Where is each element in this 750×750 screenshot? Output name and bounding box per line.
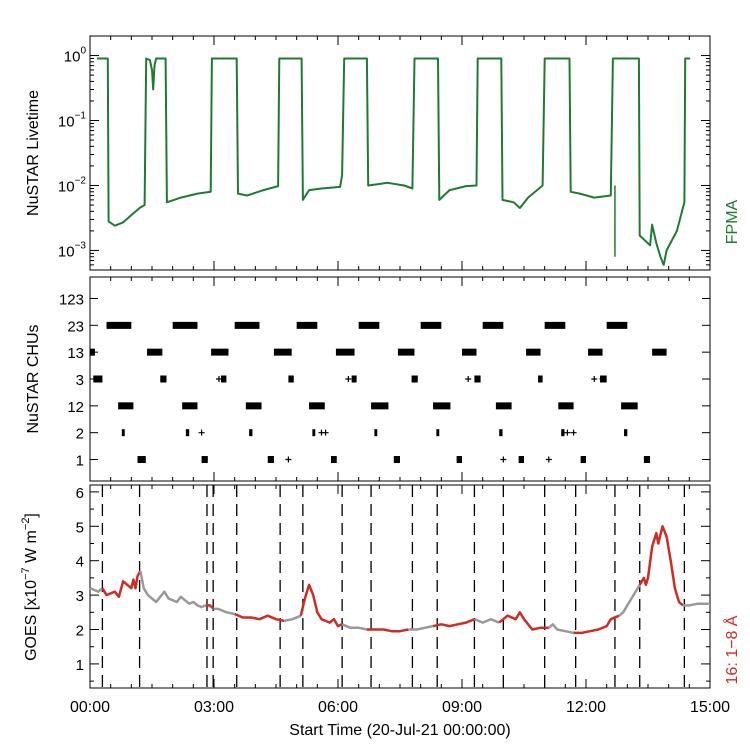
y-tick-label: 3	[76, 588, 84, 605]
chu-category-label: 13	[67, 345, 84, 362]
goes-channel-label: 16: 1−8 Å	[722, 615, 741, 684]
x-tick-labels: 00:00 03:00 06:00 09:00 12:00 15:00	[70, 699, 730, 716]
goes-ylabel-exp2: −2	[20, 518, 32, 531]
chu-plus-marker	[564, 429, 571, 436]
livetime-plot	[97, 57, 691, 266]
chu-plus-marker	[570, 429, 577, 436]
chu-category-label: 2	[76, 426, 84, 443]
chu-plus-marker	[500, 456, 507, 463]
goes-grey-segment	[214, 607, 235, 616]
chu-ylabel: NuSTAR CHUs	[25, 324, 42, 433]
goes-grey-segment	[547, 623, 574, 635]
y-tick-label: 6	[76, 485, 84, 502]
chu-frame	[89, 276, 711, 482]
goes-frame	[89, 484, 711, 689]
chu-plus-marker	[545, 456, 552, 463]
goes-red-segment	[101, 570, 142, 599]
goes-grey-segment	[284, 614, 302, 623]
goes-grey-segment	[683, 602, 710, 607]
y-tick-label: 1	[76, 657, 84, 674]
goes-red-segment	[573, 614, 620, 635]
goes-y-ticks: 1 2 3 4 5 6	[76, 485, 710, 682]
chu-plus-marker	[322, 429, 329, 436]
goes-panel: 1 2 3 4 5 6 GOES [x10−7 W m−2] 16: 1−8 Å	[20, 484, 741, 689]
chu-plot	[90, 321, 667, 464]
goes-red-segment	[498, 611, 549, 631]
goes-grey-segment	[139, 570, 207, 609]
y-tick-label: 2	[76, 623, 84, 640]
goes-ylabel-mid: W m	[23, 530, 40, 567]
x-tick-label: 12:00	[566, 699, 606, 716]
chu-category-label: 1	[76, 453, 84, 470]
chu-category-label: 3	[76, 372, 84, 389]
chu-plus-marker	[591, 376, 598, 382]
livetime-panel: 100 10−1 10−2 10−3 NuSTAR Livetime FPMA	[25, 35, 741, 271]
chu-plus-marker	[198, 429, 205, 436]
x-tick-label: 03:00	[194, 699, 234, 716]
goes-red-segment	[366, 628, 409, 633]
goes-red-segment	[299, 583, 343, 628]
livetime-ylabel: NuSTAR Livetime	[25, 90, 42, 216]
y-tick-label: 4	[76, 554, 84, 571]
goes-plot	[89, 525, 710, 635]
y-tick-label: 10−2	[58, 175, 87, 195]
chu-category-label: 23	[67, 318, 84, 335]
goes-ylabel-prefix: GOES [x10	[23, 580, 40, 661]
x-tick-label: 06:00	[318, 699, 358, 716]
x-tick-label: 00:00	[70, 699, 110, 716]
goes-grey-segment	[618, 584, 641, 617]
goes-ylabel-suffix: ]	[23, 513, 40, 517]
goes-red-segment	[638, 525, 684, 607]
goes-red-segment	[234, 612, 285, 623]
y-tick-label: 10−1	[58, 111, 87, 131]
livetime-x-ticks	[89, 36, 711, 270]
goes-ylabel-exp1: −7	[20, 567, 32, 580]
fpma-legend-label: FPMA	[724, 199, 741, 244]
chu-category-label: 123	[59, 291, 84, 308]
chu-plus-marker	[285, 456, 292, 463]
chu-plus-marker	[465, 376, 472, 382]
chu-x-ticks	[89, 277, 711, 481]
chu-plus-marker	[599, 376, 606, 382]
goes-x-ticks	[89, 485, 711, 688]
livetime-y-ticks: 100 10−1 10−2 10−3	[58, 35, 710, 271]
goes-red-segment	[205, 604, 215, 610]
y-tick-label: 100	[64, 46, 87, 66]
goes-grey-segment	[473, 617, 500, 624]
x-tick-label: 09:00	[442, 699, 482, 716]
y-tick-label: 5	[76, 519, 84, 536]
goes-red-segment	[432, 618, 475, 628]
chu-plus-marker	[345, 376, 352, 382]
goes-vlines	[101, 485, 686, 688]
chu-category-label: 12	[67, 399, 84, 416]
y-tick-label: 10−3	[58, 240, 87, 260]
goes-ylabel: GOES [x10−7 W m−2]	[20, 513, 40, 661]
goes-grey-segment	[341, 623, 368, 631]
x-axis-label: Start Time (20-Jul-21 00:00:00)	[289, 722, 510, 739]
goes-grey-segment	[89, 587, 104, 593]
livetime-line	[97, 57, 691, 266]
livetime-frame	[89, 35, 711, 271]
x-tick-label: 15:00	[690, 699, 730, 716]
chu-plus-marker	[215, 376, 222, 382]
goes-grey-segment	[408, 624, 434, 631]
